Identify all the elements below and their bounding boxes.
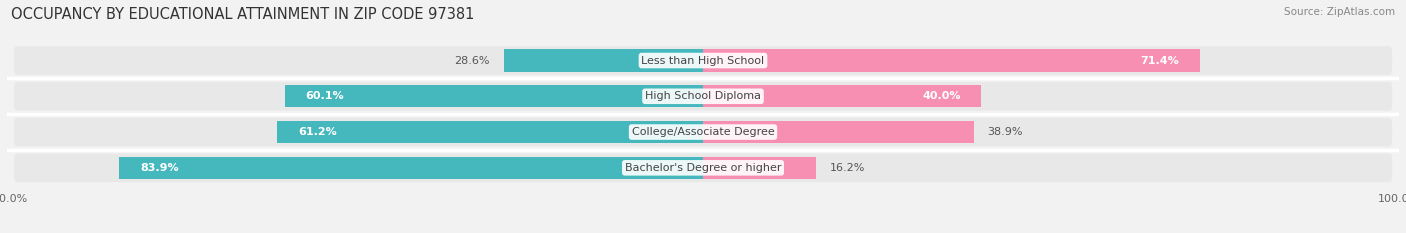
Text: Bachelor's Degree or higher: Bachelor's Degree or higher (624, 163, 782, 173)
Text: Source: ZipAtlas.com: Source: ZipAtlas.com (1284, 7, 1395, 17)
Text: 38.9%: 38.9% (987, 127, 1024, 137)
Text: 83.9%: 83.9% (141, 163, 179, 173)
Text: 61.2%: 61.2% (298, 127, 336, 137)
FancyBboxPatch shape (14, 118, 1392, 146)
Text: College/Associate Degree: College/Associate Degree (631, 127, 775, 137)
Text: 60.1%: 60.1% (305, 91, 344, 101)
Bar (503, 49, 703, 72)
Text: 16.2%: 16.2% (830, 163, 865, 173)
FancyBboxPatch shape (14, 46, 1392, 75)
Bar (285, 85, 703, 107)
Bar (703, 49, 1199, 72)
Bar (703, 85, 981, 107)
Bar (120, 157, 703, 179)
Text: 28.6%: 28.6% (454, 55, 491, 65)
Text: OCCUPANCY BY EDUCATIONAL ATTAINMENT IN ZIP CODE 97381: OCCUPANCY BY EDUCATIONAL ATTAINMENT IN Z… (11, 7, 475, 22)
Text: 40.0%: 40.0% (922, 91, 960, 101)
Bar (703, 121, 974, 143)
Text: 71.4%: 71.4% (1140, 55, 1180, 65)
Bar (703, 157, 815, 179)
FancyBboxPatch shape (14, 82, 1392, 111)
Text: Less than High School: Less than High School (641, 55, 765, 65)
Text: High School Diploma: High School Diploma (645, 91, 761, 101)
FancyBboxPatch shape (14, 154, 1392, 182)
Bar (277, 121, 703, 143)
